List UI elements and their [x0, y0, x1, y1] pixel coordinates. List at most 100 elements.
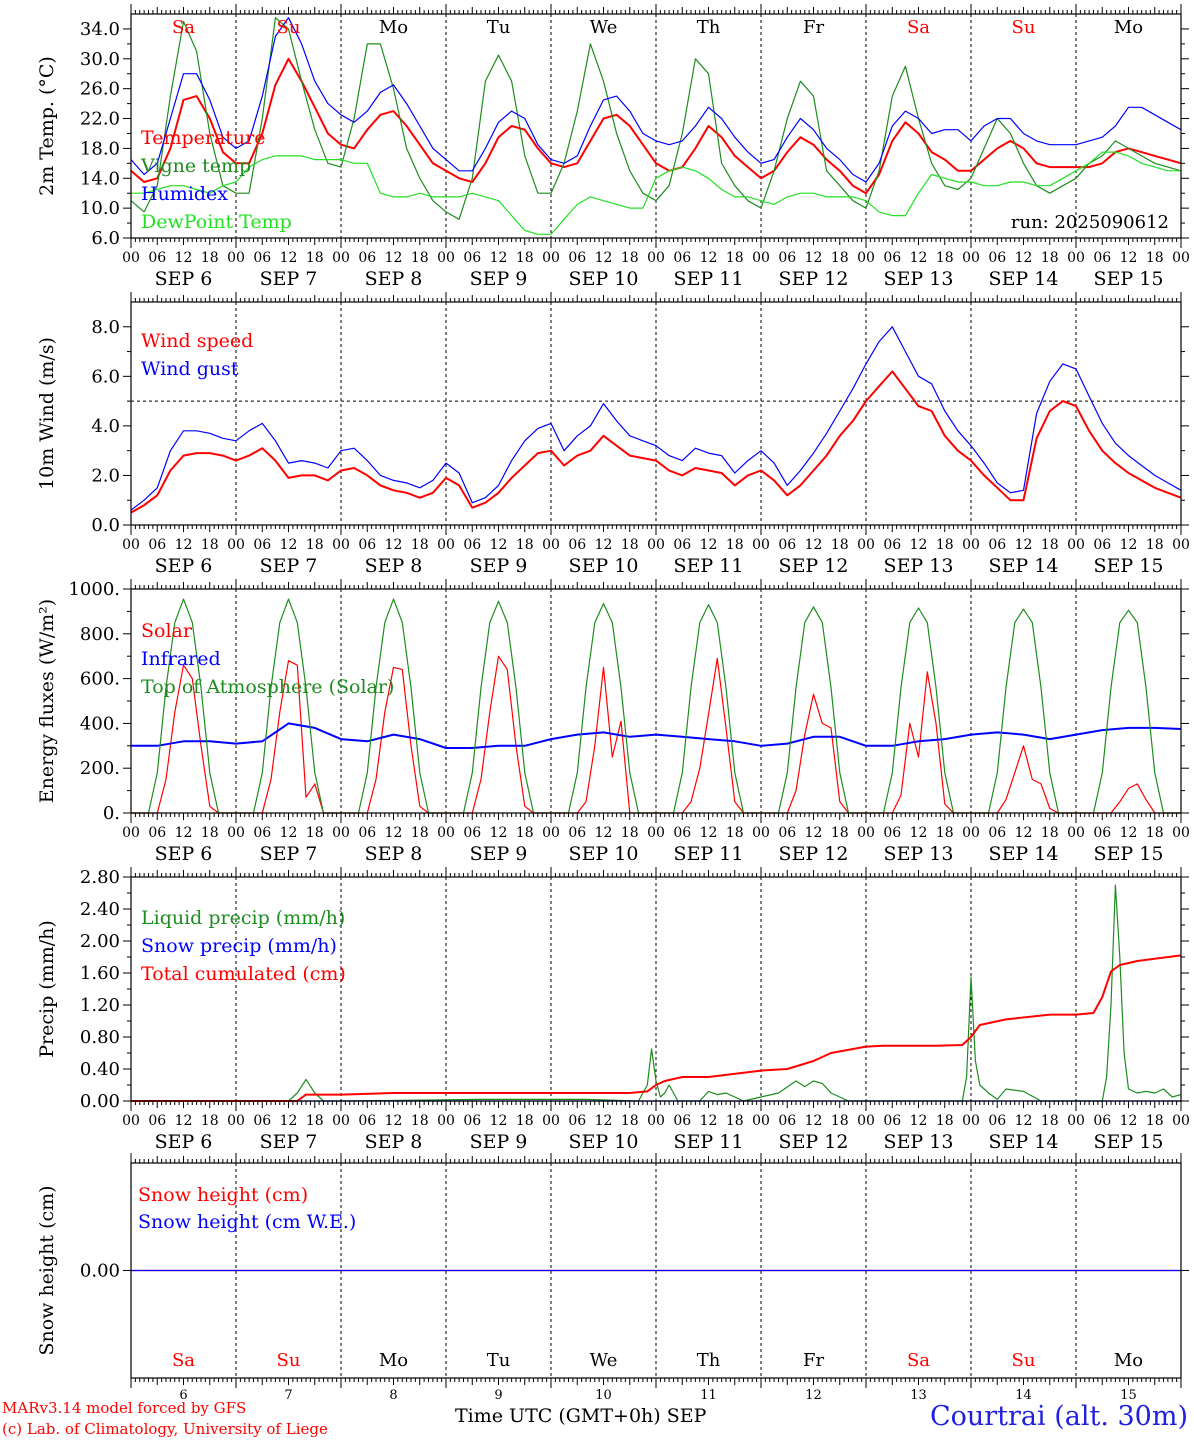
weekday-label: Mo [1114, 1350, 1143, 1371]
y-tick-label: 0.0 [91, 515, 120, 536]
date-label: SEP 8 [365, 1131, 423, 1153]
y-tick-label: 22.0 [80, 109, 120, 130]
weekday-label: Tu [487, 1350, 511, 1371]
y-tick-label: 1.20 [80, 995, 120, 1016]
y-axis-label: Precip (mm/h) [36, 920, 58, 1058]
legend-entry: Vigne temp [140, 155, 251, 177]
hour-label: 06 [463, 537, 481, 553]
hour-label: 18 [726, 537, 744, 553]
date-label: SEP 13 [884, 843, 954, 865]
hour-label: 12 [175, 537, 193, 553]
date-label: SEP 15 [1094, 268, 1164, 290]
weekday-label: Su [277, 17, 301, 38]
hour-label: 12 [1015, 1113, 1033, 1129]
hour-label: 06 [463, 250, 481, 266]
date-label: SEP 6 [155, 843, 213, 865]
weekday-label: Mo [379, 1350, 408, 1371]
date-label: SEP 11 [674, 268, 744, 290]
hour-label: 00 [1172, 537, 1190, 553]
hour-label: 12 [385, 250, 403, 266]
run-annotation: run: 2025090612 [1011, 212, 1169, 233]
legend-entry: Snow precip (mm/h) [141, 935, 337, 957]
date-label: SEP 11 [674, 843, 744, 865]
weekday-label: Mo [1114, 17, 1143, 38]
weekday-label: Fr [803, 17, 824, 38]
date-label: SEP 8 [365, 843, 423, 865]
hour-label: 12 [1015, 537, 1033, 553]
hour-label: 12 [490, 537, 508, 553]
weekday-label: We [590, 17, 618, 38]
date-label: SEP 8 [365, 555, 423, 577]
hour-label: 00 [122, 825, 140, 841]
hour-label: 00 [962, 825, 980, 841]
legend-entry: Solar [141, 620, 193, 642]
legend-entry: Humidex [141, 183, 228, 205]
y-tick-label: 10.0 [80, 198, 120, 219]
hour-label: 00 [962, 250, 980, 266]
y-tick-label: 200. [80, 758, 120, 779]
series-line-1 [131, 884, 1182, 1102]
hour-label: 00 [962, 1113, 980, 1129]
hour-label: 18 [1041, 250, 1059, 266]
hour-label: 18 [621, 250, 639, 266]
day-number: 7 [284, 1388, 292, 1403]
day-number: 10 [595, 1388, 612, 1403]
hour-label: 06 [148, 250, 166, 266]
hour-label: 06 [568, 537, 586, 553]
hour-label: 12 [910, 537, 928, 553]
hour-label: 12 [280, 250, 298, 266]
date-label: SEP 9 [470, 555, 528, 577]
date-label: SEP 15 [1094, 555, 1164, 577]
hour-label: 12 [595, 250, 613, 266]
hour-label: 12 [700, 825, 718, 841]
legend-entry: Wind speed [141, 330, 253, 352]
series-line-3 [130, 17, 1182, 183]
hour-label: 06 [673, 250, 691, 266]
hour-label: 12 [700, 1113, 718, 1129]
day-number: 13 [910, 1388, 927, 1403]
hour-label: 18 [516, 825, 534, 841]
date-label: SEP 6 [155, 555, 213, 577]
hour-label: 06 [778, 825, 796, 841]
weekday-label: Sa [907, 1350, 930, 1371]
day-number: 8 [389, 1388, 397, 1403]
hour-label: 00 [1172, 250, 1190, 266]
day-number: 6 [179, 1388, 187, 1403]
hour-label: 00 [437, 825, 455, 841]
hour-label: 18 [831, 825, 849, 841]
hour-label: 18 [306, 537, 324, 553]
y-tick-label: 800. [80, 624, 120, 645]
y-tick-label: 400. [80, 713, 120, 734]
day-number: 15 [1120, 1388, 1137, 1403]
series-line-2 [130, 326, 1182, 511]
y-tick-label: 18.0 [80, 138, 120, 159]
weekday-label: Fr [803, 1350, 824, 1371]
hour-label: 00 [122, 537, 140, 553]
hour-label: 06 [463, 1113, 481, 1129]
y-tick-label: 2.0 [91, 465, 120, 486]
hour-label: 06 [253, 1113, 271, 1129]
hour-label: 00 [332, 250, 350, 266]
date-label: SEP 14 [989, 268, 1059, 290]
hour-label: 18 [936, 537, 954, 553]
plot-frame [130, 13, 1182, 239]
y-tick-label: 6.0 [91, 366, 120, 387]
hour-label: 12 [595, 1113, 613, 1129]
hour-label: 06 [358, 825, 376, 841]
hour-label: 18 [936, 825, 954, 841]
date-label: SEP 12 [779, 843, 849, 865]
date-label: SEP 6 [155, 268, 213, 290]
hour-label: 00 [857, 1113, 875, 1129]
hour-label: 06 [253, 250, 271, 266]
hour-label: 00 [752, 1113, 770, 1129]
hour-label: 06 [988, 250, 1006, 266]
hour-label: 18 [516, 250, 534, 266]
y-tick-label: 0.00 [80, 1261, 120, 1282]
weekday-label: Su [277, 1350, 301, 1371]
hour-label: 12 [805, 537, 823, 553]
date-label: SEP 10 [569, 555, 639, 577]
weekday-label: Sa [172, 17, 195, 38]
station-name: Courtrai (alt. 30m) [929, 1401, 1188, 1432]
legend-entry: Top of Atmosphere (Solar) [141, 676, 394, 698]
day-number: 14 [1015, 1388, 1032, 1403]
